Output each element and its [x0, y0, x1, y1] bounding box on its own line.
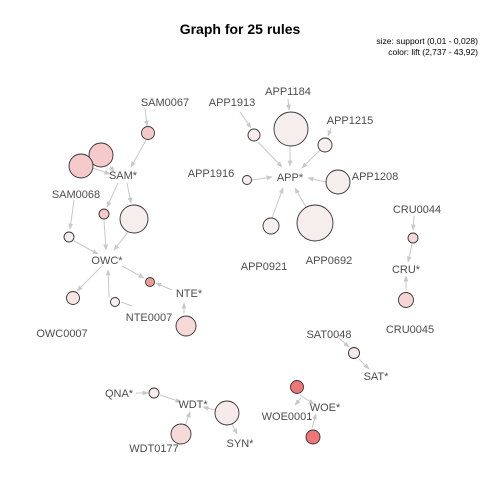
rule-node[interactable]: [273, 111, 309, 147]
label-cru0044: CRU0044: [393, 204, 441, 216]
edge-sam0067-to-rule: [144, 107, 149, 127]
label-sat: SAT*: [364, 371, 390, 383]
edge-rule-to-sat: [358, 358, 370, 370]
label-wdt: WDT*: [178, 399, 208, 411]
edge-rule-to-woe0001: [294, 397, 302, 406]
rule-node[interactable]: [110, 297, 120, 307]
edge-rule-to-app-f: [271, 187, 284, 219]
label-cru0045: CRU0045: [386, 324, 434, 336]
label-sam: SAM*: [109, 170, 138, 182]
edge-rule-nte0007: [120, 301, 133, 307]
edge-owc-to-rule-b: [121, 265, 145, 279]
edge-rule-to-app-d: [251, 175, 273, 181]
rule-node[interactable]: [348, 347, 360, 359]
edge-rule-to-owc-b: [103, 219, 109, 251]
rule-node[interactable]: [398, 292, 414, 308]
rule-node[interactable]: [214, 400, 240, 426]
edge-rule-to-app-a: [257, 141, 283, 168]
rule-node[interactable]: [247, 128, 261, 142]
edge-app1913-to-rule: [239, 111, 252, 129]
edge-rule-to-syn: [231, 423, 238, 435]
label-sat0048: SAT0048: [306, 329, 351, 341]
rule-node[interactable]: [296, 204, 334, 242]
label-app0692: APP0692: [306, 255, 352, 267]
label-woe: WOE*: [310, 402, 341, 414]
edge-rule-to-app-e: [307, 176, 327, 183]
rule-node[interactable]: [68, 153, 94, 179]
rule-node[interactable]: [290, 380, 304, 394]
edge-cru0044-to-rule: [410, 215, 416, 231]
label-nte: NTE*: [176, 288, 203, 300]
label-owc: OWC*: [91, 255, 123, 267]
edge-sat0048-to-rule: [338, 337, 350, 348]
legend-size: size: support (0,01 - 0,028): [376, 36, 478, 46]
edge-rule-to-woe: [299, 394, 315, 405]
rule-node[interactable]: [407, 232, 419, 244]
edge-rule-to-app-g: [294, 187, 307, 208]
label-app1916: APP1916: [188, 168, 234, 180]
rule-node[interactable]: [119, 204, 149, 234]
rule-node[interactable]: [175, 315, 197, 337]
rule-nodes: [63, 111, 419, 445]
edge-rule-to-sam-a: [89, 166, 111, 175]
label-app1215: APP1215: [327, 115, 373, 127]
rule-node[interactable]: [317, 137, 333, 153]
edge-rule-to-cru: [406, 243, 413, 263]
rule-node[interactable]: [141, 126, 155, 140]
legend-color: color: lift (2,737 - 43,92): [388, 47, 478, 57]
rule-node[interactable]: [88, 142, 114, 168]
edge-owc-to-rule: [76, 265, 103, 292]
label-syn: SYN*: [227, 438, 255, 450]
edge-bigrule-to-owc: [113, 231, 129, 251]
label-sam0067: SAM0067: [141, 97, 189, 109]
rule-node[interactable]: [145, 277, 155, 287]
edge-rule-to-owc-a: [73, 240, 99, 255]
edge-rule-to-sam-b: [109, 165, 115, 173]
edge-rule-to-owc-c: [105, 269, 111, 298]
graph-title: Graph for 25 rules: [180, 21, 301, 37]
edge-nte-to-rule: [155, 282, 173, 291]
rule-node[interactable]: [262, 217, 280, 235]
label-cru: CRU*: [392, 264, 421, 276]
rule-node[interactable]: [98, 208, 110, 220]
label-nte0007: NTE0007: [126, 312, 172, 324]
edge-rule-to-app-c: [301, 149, 321, 169]
label-sam0068: SAM0068: [52, 189, 100, 201]
edge-rule-to-wdt-b: [202, 405, 216, 411]
label-app1913: APP1913: [209, 97, 255, 109]
label-qna: QNA*: [105, 388, 134, 400]
edge-rule-to-wdt: [159, 394, 182, 403]
rule-node[interactable]: [148, 387, 160, 399]
rule-node[interactable]: [63, 231, 75, 243]
edge-rule-to-wdt-c: [184, 411, 191, 427]
rule-node[interactable]: [305, 429, 321, 445]
rule-node[interactable]: [242, 175, 252, 185]
item-labels: SAM0067 SAM* SAM0068 OWC* OWC0007 NTE* N…: [36, 86, 441, 455]
rule-node[interactable]: [170, 423, 192, 445]
edge-rule-to-woe-b: [311, 413, 317, 429]
rule-node[interactable]: [325, 169, 351, 195]
label-app0921: APP0921: [241, 261, 287, 273]
edges: [68, 98, 416, 435]
edge-app1215-to-rule: [327, 127, 333, 137]
label-app1184: APP1184: [265, 86, 311, 98]
label-app1208: APP1208: [352, 171, 398, 183]
label-app: APP*: [277, 172, 304, 184]
label-woe0001: WOE0001: [262, 411, 313, 423]
edge-sam0068-to-rule: [68, 199, 75, 230]
rule-node[interactable]: [66, 291, 80, 305]
edge-app1184-to-rule: [286, 98, 291, 111]
label-wdt0177: WDT0177: [129, 443, 179, 455]
edge-sam-to-bigrule: [126, 182, 133, 204]
edge-rule-to-sam: [130, 139, 147, 168]
label-owc0007: OWC0007: [36, 328, 87, 340]
edge-sam-to-rule: [106, 182, 119, 208]
